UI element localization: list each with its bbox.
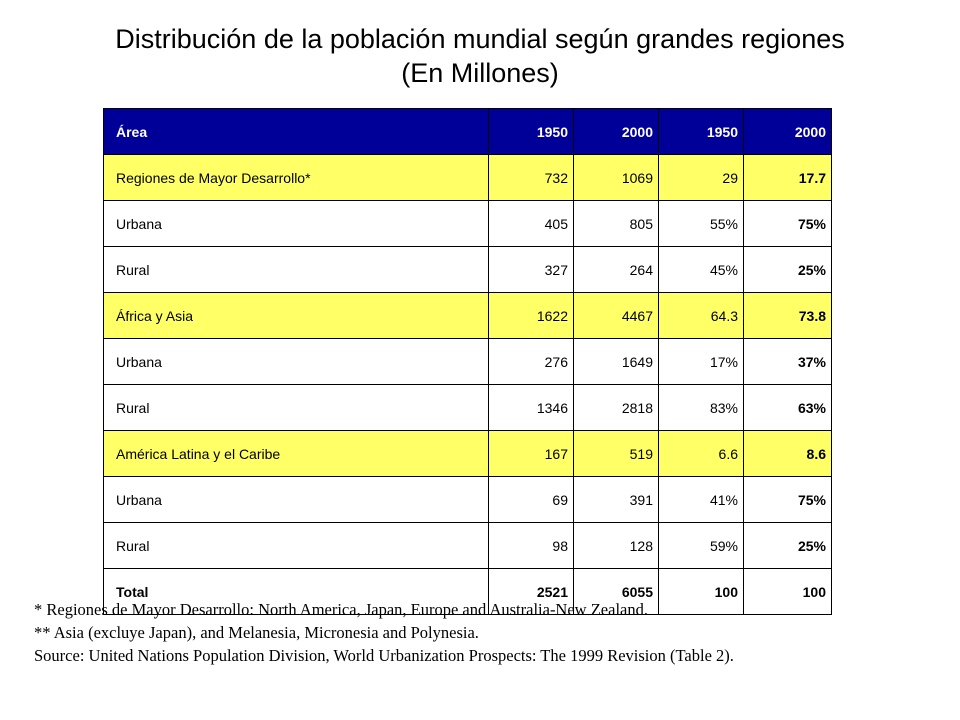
row-label: Rural: [103, 384, 489, 431]
table-cell: 264: [573, 246, 659, 293]
total-row: Total 2521 6055 100 100: [103, 568, 832, 615]
row-label: África y Asia: [103, 292, 489, 339]
table-cell: 63%: [743, 384, 832, 431]
table-cell: 1649: [573, 338, 659, 385]
table-cell: 69: [488, 476, 574, 523]
table-cell: 100: [743, 568, 832, 615]
table-cell: 327: [488, 246, 574, 293]
table-cell: 59%: [658, 522, 744, 569]
footnotes: * Regiones de Mayor Desarrollo: North Am…: [34, 598, 734, 667]
table-cell: 732: [488, 154, 574, 201]
row-label: Rural: [103, 246, 489, 293]
table-cell: 8.6: [743, 430, 832, 477]
table-cell: 2521: [488, 568, 574, 615]
footnote-developed-regions: * Regiones de Mayor Desarrollo: North Am…: [34, 600, 648, 619]
table-cell: 100: [658, 568, 744, 615]
table-cell: 83%: [658, 384, 744, 431]
table-row: América Latina y el Caribe 167 519 6.6 8…: [103, 430, 832, 477]
table-row: Urbana 276 1649 17% 37%: [103, 338, 832, 385]
table-cell: 41%: [658, 476, 744, 523]
row-label: Urbana: [103, 200, 489, 247]
table-cell: 391: [573, 476, 659, 523]
header-2000-b: 2000: [743, 108, 832, 155]
row-label: Regiones de Mayor Desarrollo*: [103, 154, 489, 201]
title-line-2: (En Millones): [401, 58, 559, 88]
table-row: Rural 1346 2818 83% 63%: [103, 384, 832, 431]
row-label: América Latina y el Caribe: [103, 430, 489, 477]
table-row: Urbana 69 391 41% 75%: [103, 476, 832, 523]
table-header-row: Área 1950 2000 1950 2000: [103, 108, 832, 155]
row-label: Urbana: [103, 338, 489, 385]
table-cell: 405: [488, 200, 574, 247]
header-area: Área: [103, 108, 489, 155]
row-label: Total: [103, 568, 489, 615]
table-cell: 167: [488, 430, 574, 477]
footnote-source: Source: United Nations Population Divisi…: [34, 646, 734, 665]
table-cell: 6.6: [658, 430, 744, 477]
table-cell: 45%: [658, 246, 744, 293]
table-row: Urbana 405 805 55% 75%: [103, 200, 832, 247]
table-cell: 17%: [658, 338, 744, 385]
table-cell: 276: [488, 338, 574, 385]
table-cell: 55%: [658, 200, 744, 247]
table-cell: 73.8: [743, 292, 832, 339]
table-cell: 75%: [743, 200, 832, 247]
table-cell: 2818: [573, 384, 659, 431]
table-cell: 4467: [573, 292, 659, 339]
table-row: Regiones de Mayor Desarrollo* 732 1069 2…: [103, 154, 832, 201]
table-cell: 1346: [488, 384, 574, 431]
table-cell: 64.3: [658, 292, 744, 339]
page-title: Distribución de la población mundial seg…: [0, 22, 960, 90]
table-cell: 29: [658, 154, 744, 201]
table-cell: 75%: [743, 476, 832, 523]
header-2000-a: 2000: [573, 108, 659, 155]
table-row: Rural 327 264 45% 25%: [103, 246, 832, 293]
population-table: Área 1950 2000 1950 2000 Regiones de May…: [103, 108, 832, 615]
title-line-1: Distribución de la población mundial seg…: [115, 24, 845, 54]
table-cell: 98: [488, 522, 574, 569]
table-cell: 805: [573, 200, 659, 247]
table-cell: 37%: [743, 338, 832, 385]
table-cell: 17.7: [743, 154, 832, 201]
header-1950-b: 1950: [658, 108, 744, 155]
table-cell: 1069: [573, 154, 659, 201]
table-cell: 25%: [743, 246, 832, 293]
table-cell: 1622: [488, 292, 574, 339]
row-label: Urbana: [103, 476, 489, 523]
table-row: África y Asia 1622 4467 64.3 73.8: [103, 292, 832, 339]
table-row: Rural 98 128 59% 25%: [103, 522, 832, 569]
row-label: Rural: [103, 522, 489, 569]
table-cell: 128: [573, 522, 659, 569]
footnote-asia: ** Asia (excluye Japan), and Melanesia, …: [34, 623, 479, 642]
table-cell: 519: [573, 430, 659, 477]
header-1950-a: 1950: [488, 108, 574, 155]
table-cell: 25%: [743, 522, 832, 569]
